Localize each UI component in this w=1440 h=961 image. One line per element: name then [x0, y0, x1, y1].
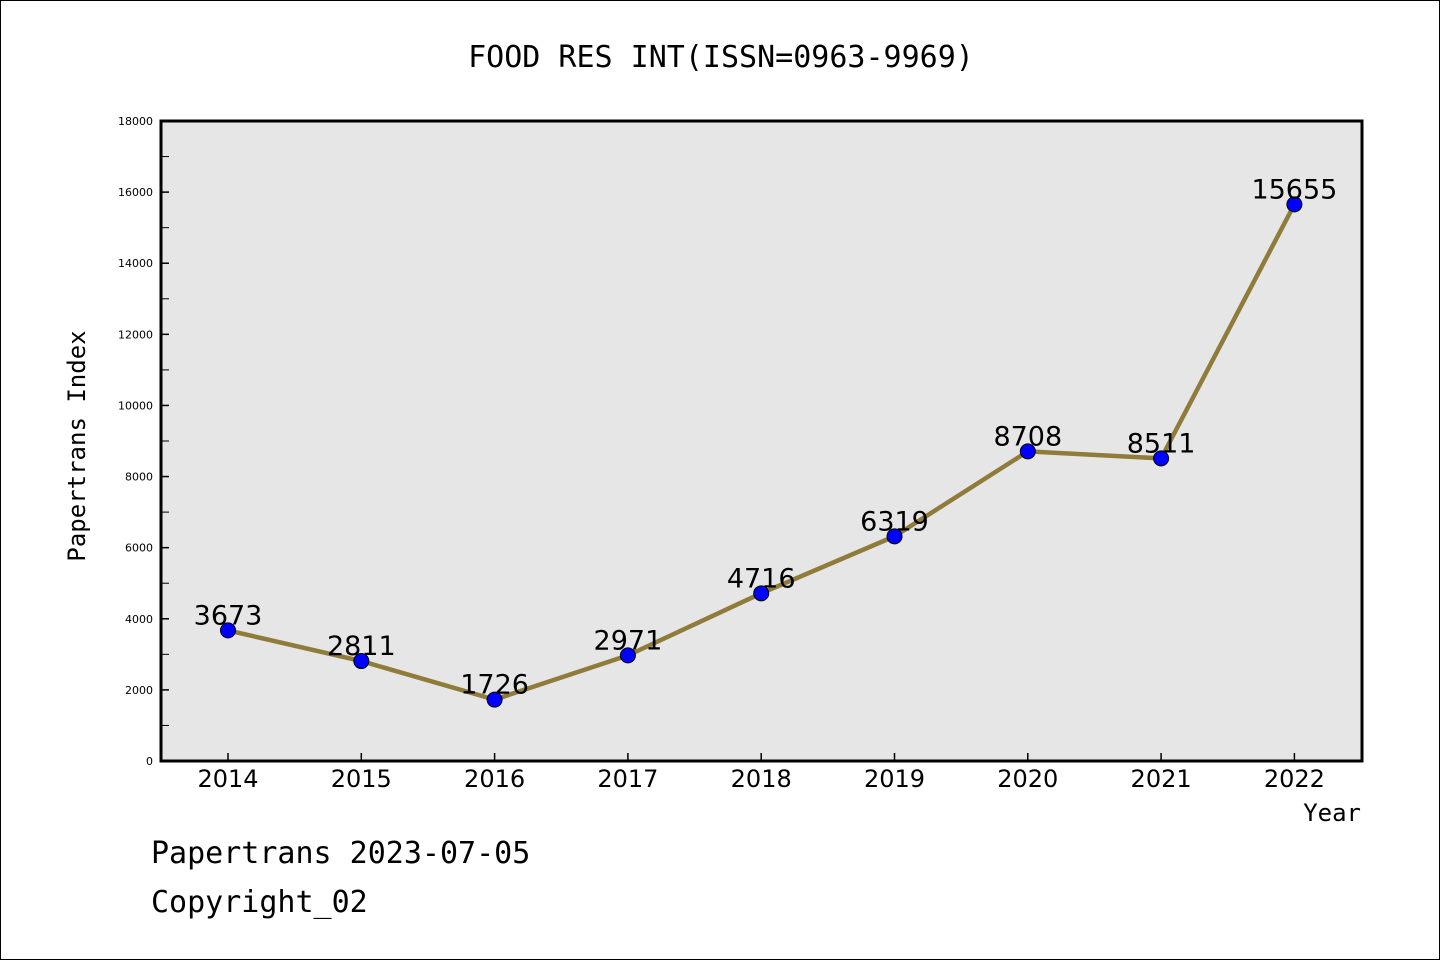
data-point [220, 622, 236, 639]
data-point [1286, 196, 1303, 213]
data-label: 2811 [327, 631, 396, 662]
y-tick-label: 8000 [125, 471, 153, 484]
y-tick-label: 18000 [118, 115, 153, 128]
y-tick-label: 14000 [118, 257, 153, 270]
x-tick-label: 2021 [1131, 765, 1192, 793]
data-label: 15655 [1251, 174, 1337, 205]
x-axis-label: Year [1303, 799, 1361, 827]
data-point [486, 691, 503, 708]
data-point [886, 528, 903, 545]
footer-date: Papertrans 2023-07-05 [151, 836, 531, 871]
y-tick-label: 16000 [118, 186, 153, 199]
x-tick-label: 2014 [197, 765, 258, 793]
y-tick-label: 0 [146, 755, 153, 768]
x-tick-label: 2017 [597, 765, 658, 793]
data-label: 8708 [993, 421, 1062, 452]
x-tick-label: 2022 [1264, 765, 1325, 793]
x-tick-label: 2020 [997, 765, 1058, 793]
x-tick-label: 2016 [464, 765, 525, 793]
data-label: 4716 [727, 563, 796, 594]
data-label: 8511 [1127, 428, 1196, 459]
plot-border [159, 119, 1364, 763]
footer-copyright: Copyright_02 [151, 885, 368, 920]
data-point [1153, 450, 1170, 467]
data-point [353, 653, 370, 670]
y-tick-label: 2000 [125, 684, 153, 697]
y-axis-label: Papertrans Index [63, 330, 91, 561]
y-tick-label: 12000 [118, 328, 153, 341]
data-point [753, 585, 770, 602]
y-tick-label: 6000 [125, 542, 153, 555]
data-label: 1726 [460, 670, 529, 701]
series-layer: 3673 2811 1726 2971 4716 6319 8708 8511 15655 [194, 174, 1337, 708]
x-tick-label: 2018 [731, 765, 792, 793]
x-tick-label: 2019 [864, 765, 925, 793]
data-label: 3673 [194, 600, 263, 631]
y-tick-label: 4000 [125, 613, 153, 626]
data-point [619, 647, 636, 664]
chart-title: FOOD RES INT(ISSN=0963-9969) [468, 40, 974, 75]
x-axis: 2014 2015 2016 2017 2018 2019 2020 2021 2022 [197, 753, 1325, 793]
data-label: 2971 [594, 625, 663, 656]
data-label: 6319 [860, 506, 929, 537]
x-tick-label: 2015 [331, 765, 392, 793]
data-point [1019, 443, 1036, 460]
y-tick-label: 10000 [118, 399, 153, 412]
